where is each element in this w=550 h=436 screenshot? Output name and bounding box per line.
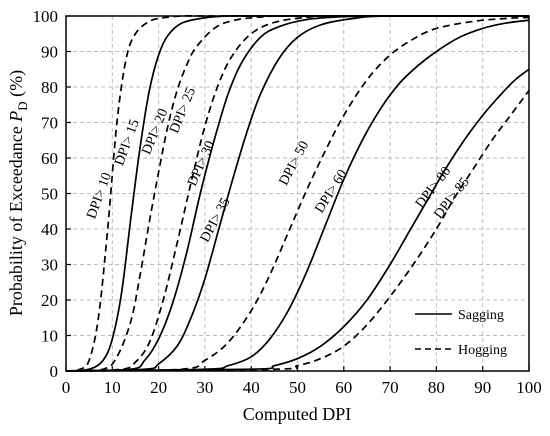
- y-axis-unit: (%): [6, 70, 27, 97]
- x-axis-label: Computed DPI: [243, 404, 352, 424]
- y-tick-label: 30: [41, 256, 58, 275]
- curve-label: DPI> 30: [185, 139, 218, 189]
- series-line-dpi30: [65, 15, 530, 372]
- x-tick-label: 70: [382, 378, 399, 397]
- y-tick-label: 70: [41, 114, 58, 133]
- x-tick-label: 50: [289, 378, 306, 397]
- series-line-dpi60: [65, 19, 530, 372]
- y-tick-label: 40: [41, 220, 58, 239]
- y-tick-label: 20: [41, 291, 58, 310]
- curve-label: DPI> 25: [167, 86, 199, 136]
- legend-sagging-label: Sagging: [458, 308, 504, 323]
- y-axis-label: Probability of Exceedance PD (%): [6, 70, 30, 316]
- x-tick-label: 90: [474, 378, 491, 397]
- x-tick-label: 10: [104, 378, 121, 397]
- x-tick-label: 20: [150, 378, 167, 397]
- x-tick-label: 30: [196, 378, 213, 397]
- curve-label: DPI> 10: [84, 171, 115, 221]
- grid: [66, 16, 529, 371]
- ticks: 0 10 20 30 40 50 60 70 80 90 100 0 10 20 30 40 50 60 70 80 9…: [33, 7, 542, 397]
- series-line-dpi35: [65, 14, 530, 372]
- y-axis-label-text: Probability of Exceedance: [6, 126, 26, 316]
- curve-label: DPI> 50: [277, 139, 313, 188]
- series-line-dpi25: [65, 15, 530, 372]
- y-axis-subscript: D: [15, 101, 30, 110]
- x-tick-label: 60: [335, 378, 352, 397]
- legend-hogging-label: Hogging: [458, 343, 507, 358]
- x-tick-label: 40: [243, 378, 260, 397]
- y-tick-label: 0: [50, 362, 59, 381]
- series-line-dpi50: [65, 16, 530, 372]
- y-tick-label: 10: [41, 327, 58, 346]
- series-line-dpi80: [65, 68, 530, 372]
- y-tick-label: 80: [41, 78, 58, 97]
- x-tick-label: 80: [428, 378, 445, 397]
- x-tick-label: 100: [516, 378, 542, 397]
- legend: Sagging Hogging: [415, 308, 507, 358]
- y-tick-label: 60: [41, 149, 58, 168]
- y-tick-label: 100: [33, 7, 59, 26]
- x-tick-label: 0: [62, 378, 71, 397]
- y-tick-label: 90: [41, 43, 58, 62]
- y-axis-symbol: P: [6, 111, 26, 123]
- y-tick-label: 50: [41, 185, 58, 204]
- curve-label: DPI> 20: [139, 107, 171, 157]
